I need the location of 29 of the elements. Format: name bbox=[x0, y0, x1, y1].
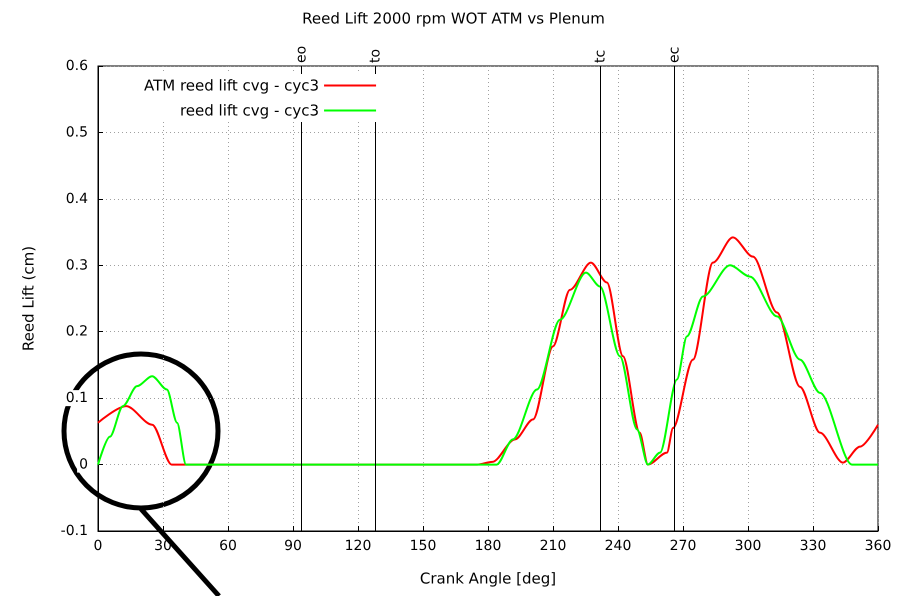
y-tick-label: 0.6 bbox=[66, 58, 88, 74]
y-tick-label: 0.2 bbox=[66, 324, 88, 340]
y-tick-label: -0.1 bbox=[60, 523, 88, 539]
x-tick-label: 120 bbox=[344, 538, 372, 554]
x-tick-label: 90 bbox=[284, 538, 302, 554]
x-tick-label: 360 bbox=[864, 538, 892, 554]
chart-title: Reed Lift 2000 rpm WOT ATM vs Plenum bbox=[302, 10, 605, 28]
ref-line-label: tc bbox=[592, 50, 609, 63]
y-tick-label: 0 bbox=[79, 456, 88, 473]
x-axis-title: Crank Angle [deg] bbox=[420, 570, 556, 588]
x-tick-label: 180 bbox=[474, 538, 502, 554]
ref-line-label: to bbox=[367, 48, 384, 63]
ref-line-label: eo bbox=[294, 46, 310, 63]
ref-line-label: ec bbox=[666, 46, 682, 63]
x-tick-label: 330 bbox=[800, 538, 826, 554]
legend-label: ATM reed lift cvg - cyc3 bbox=[144, 76, 320, 94]
y-tick-label: 0.4 bbox=[66, 190, 88, 207]
x-tick-label: 210 bbox=[540, 538, 566, 554]
x-tick-label: 60 bbox=[219, 538, 237, 554]
y-tick-label: 0.3 bbox=[66, 257, 88, 274]
x-tick-label: 0 bbox=[94, 538, 102, 554]
legend-label: reed lift cvg - cyc3 bbox=[180, 102, 320, 120]
y-tick-label: 0.5 bbox=[66, 124, 88, 140]
y-tick-label: 0.1 bbox=[66, 390, 88, 406]
x-tick-label: 270 bbox=[670, 538, 696, 554]
y-axis-title: Reed Lift (cm) bbox=[20, 246, 38, 352]
x-tick-label: 150 bbox=[410, 538, 436, 554]
x-tick-label: 300 bbox=[734, 538, 762, 554]
x-tick-label: 240 bbox=[604, 538, 632, 554]
